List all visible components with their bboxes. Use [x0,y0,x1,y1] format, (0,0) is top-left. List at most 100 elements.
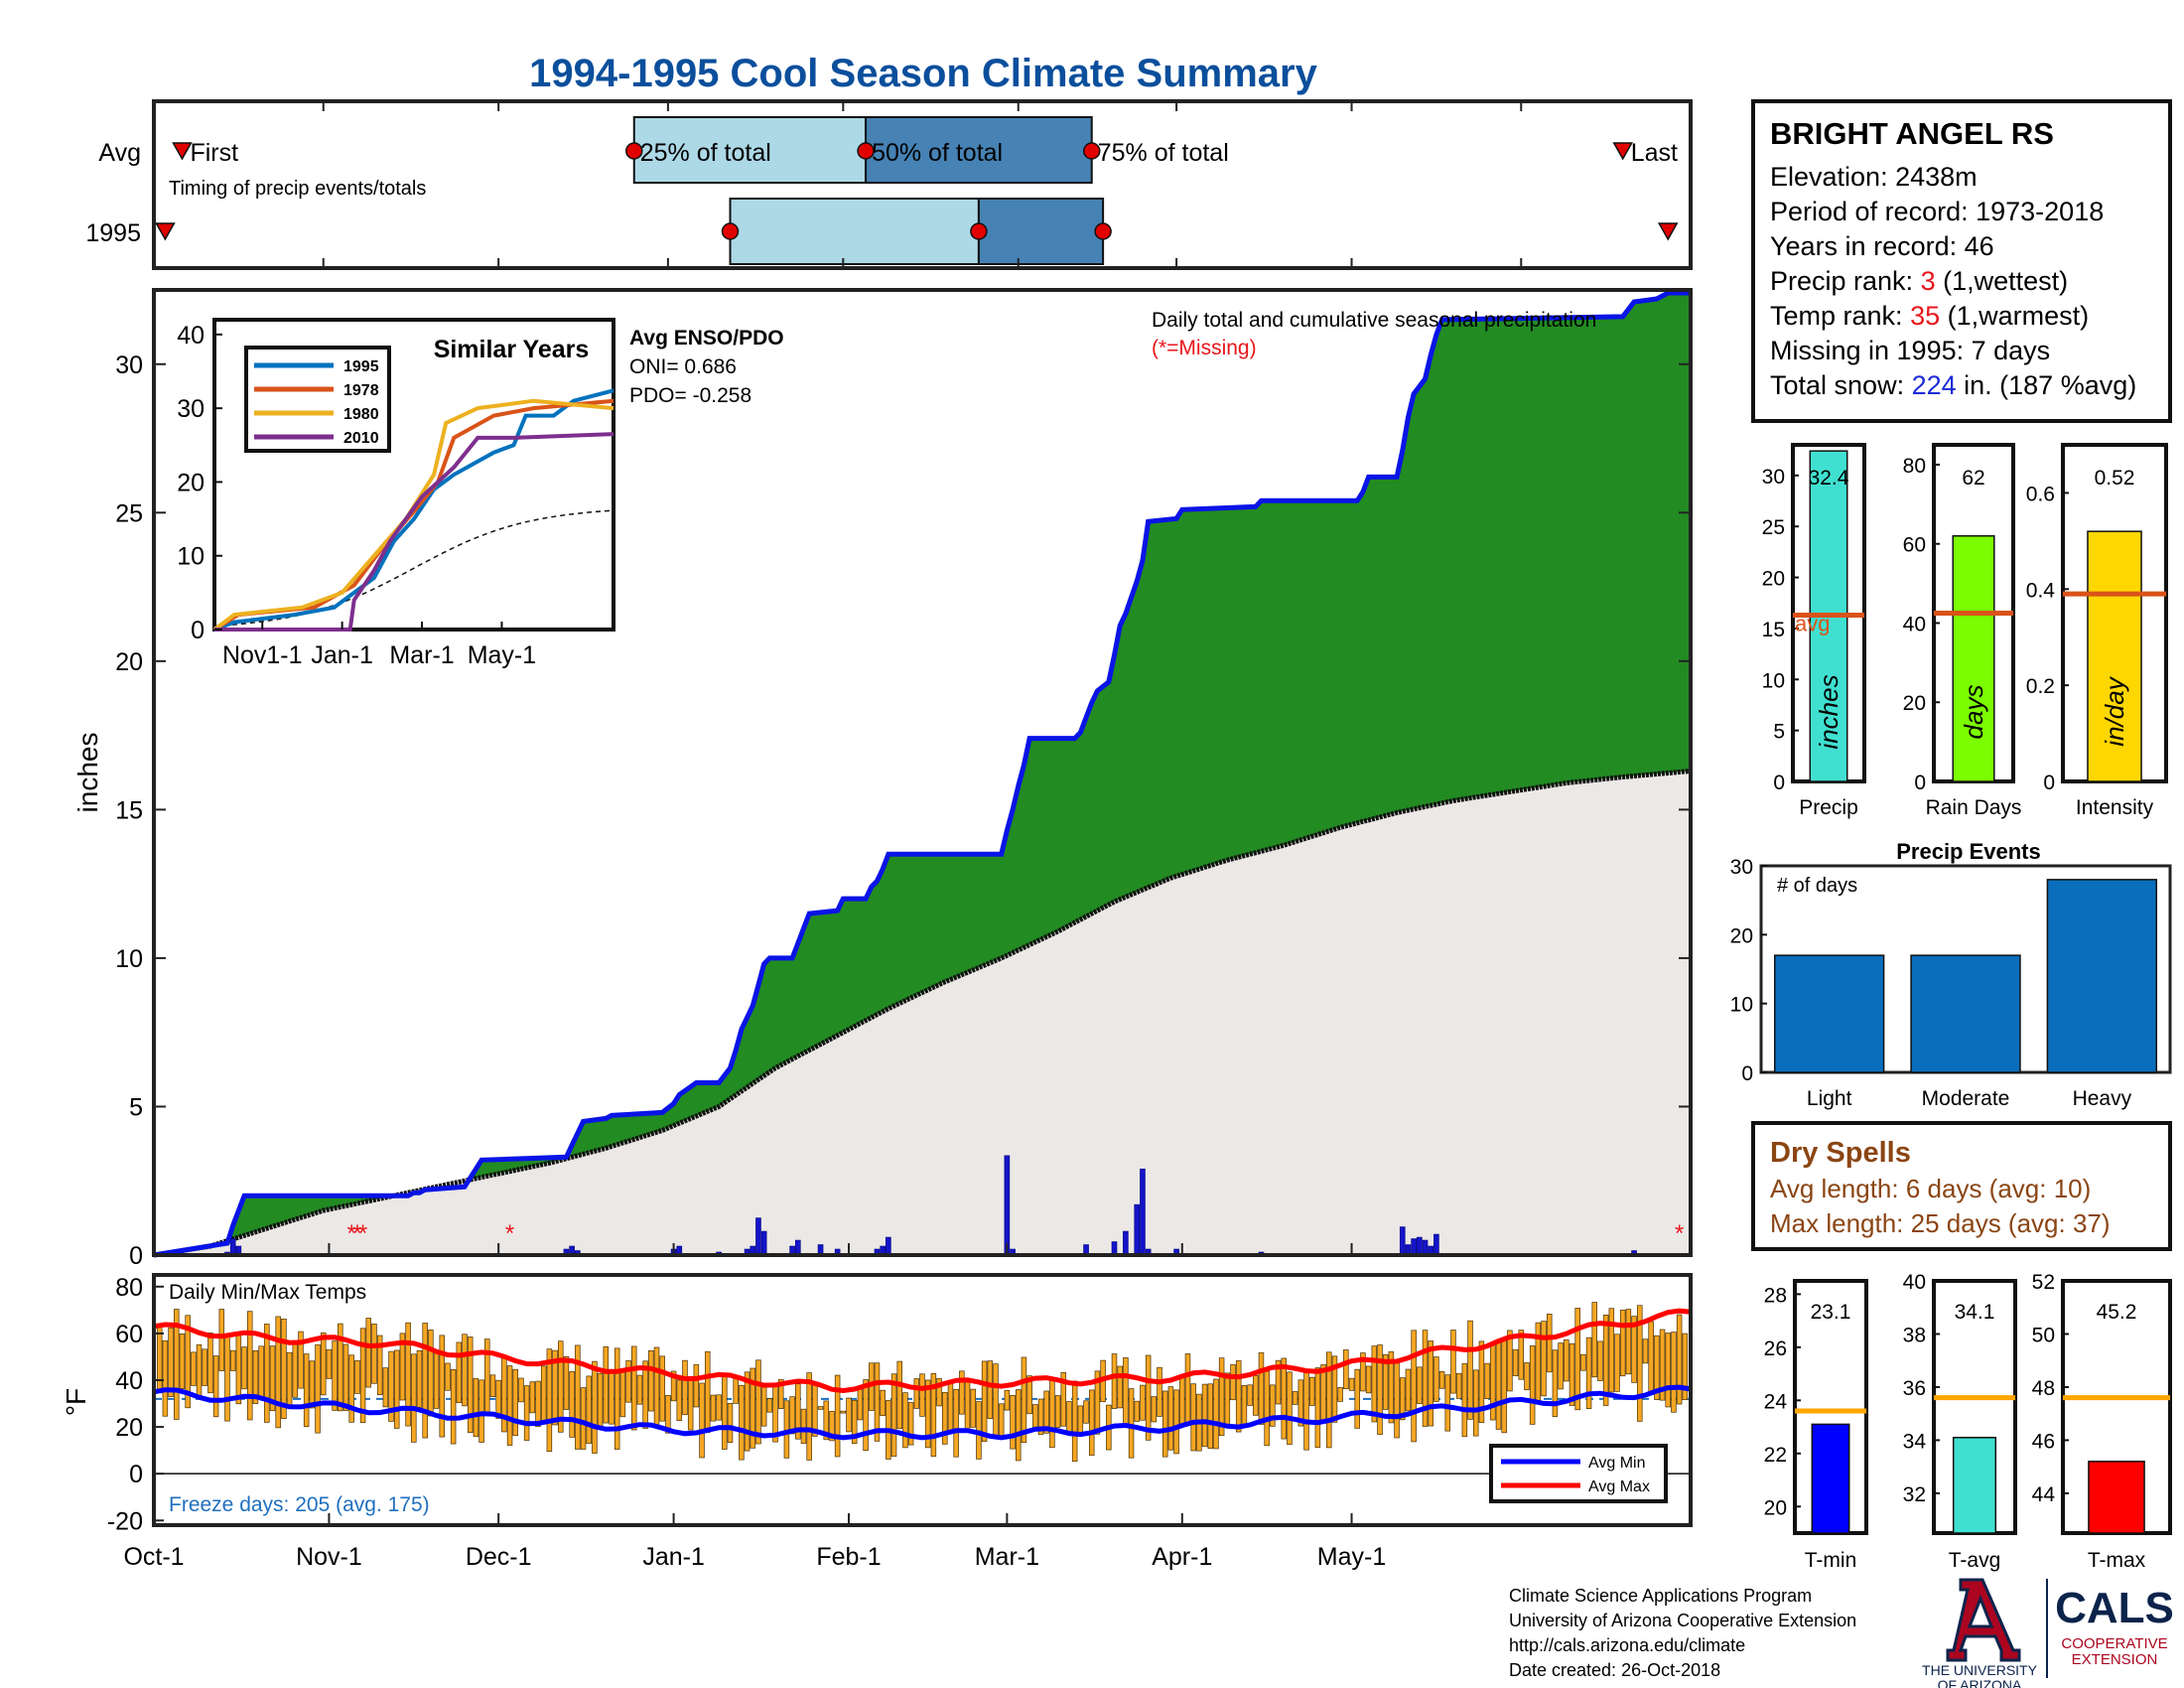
daily-temp-bar [953,1388,959,1458]
daily-temp-bar [653,1346,660,1427]
daily-temp-bar [1507,1330,1513,1392]
daily-temp-bar [1145,1354,1152,1441]
temperature-bar-charts: 20 22 24 26 28 23.1 T-min 32 34 36 38 40 34.1 T-avg 44… [1764,1271,2172,1572]
daily-temp-bar [936,1378,942,1407]
daily-temp-bar [473,1377,479,1438]
first-label: First [190,139,238,167]
daily-temp-bar [1015,1389,1022,1462]
daily-precip-bar [1111,1241,1118,1256]
daily-temp-bar [1270,1384,1276,1427]
temp-bar-ytick-label: 44 [2032,1483,2056,1506]
daily-temp-bar [348,1354,354,1423]
avg-first-marker [172,142,193,161]
station-missing: Missing in 1995: 7 days [1770,336,2050,365]
daily-temp-bar [1287,1371,1293,1446]
inset-xtick-label: May-1 [468,641,536,669]
temp-bar-value: 45.2 [2097,1301,2137,1324]
daily-temp-bar [586,1375,592,1444]
daily-temp-bar [1597,1340,1603,1381]
y1995-first-marker [155,222,176,241]
daily-temp-bar [1574,1308,1580,1411]
month-label: Nov-1 [296,1543,362,1571]
daily-temp-bar [970,1388,976,1428]
daily-temp-bar [467,1336,474,1433]
daily-temp-bar [354,1360,360,1394]
daily-temp-bar [693,1363,700,1408]
daily-temp-bar [670,1370,677,1402]
temp-bar-ytick-label: 36 [1903,1377,1926,1400]
daily-temp-bar [512,1368,518,1437]
daily-temp-bar [456,1341,463,1403]
daily-temp-bar [371,1324,377,1384]
missing-note: (*=Missing) [1152,337,1257,359]
daily-temp-bar [676,1379,683,1421]
daily-temp-bar [625,1360,631,1403]
enso-oni: ONI= 0.686 [629,355,737,378]
daily-temp-bar [603,1346,610,1424]
side-bar-unit: in/day [2100,675,2129,746]
temp-legend: Avg Min Avg Max [1489,1444,1668,1503]
daily-temp-bar [1054,1395,1061,1428]
daily-temp-bar [399,1333,406,1401]
daily-temp-bar [1077,1405,1084,1434]
footer-line4: Date created: 26-Oct-2018 [1509,1660,1720,1680]
side-bar-ytick-label: 0 [1773,772,1785,794]
main-ytick-label: 15 [115,796,143,824]
daily-temp-bar [558,1340,564,1433]
daily-temp-bar [981,1360,988,1442]
temp-bar-label: T-min [1805,1549,1857,1572]
temp-bar-ytick-label: 32 [1903,1483,1926,1506]
daily-temp-bar [439,1335,446,1438]
daily-temp-bar [1320,1364,1326,1423]
daily-temp-bar [1399,1377,1406,1421]
missing-day-marker: * [347,1220,356,1247]
daily-precip-bar [1422,1239,1429,1256]
daily-temp-bar [1382,1353,1389,1410]
daily-temp-bar [478,1379,484,1443]
main-ytick-label: 30 [115,352,143,379]
daily-temp-bar [393,1349,400,1429]
daily-temp-bar [247,1311,253,1421]
side-bar-label: Intensity [2076,796,2154,819]
daily-temp-bar [1026,1375,1032,1415]
daily-temp-bar [450,1369,457,1445]
month-label: Jan-1 [642,1543,705,1571]
daily-temp-bar [880,1389,886,1416]
y1995-p75-marker [1094,222,1112,240]
daily-precip-bar [1433,1233,1439,1256]
daily-temp-bar [489,1374,496,1397]
daily-temp-bar [812,1382,818,1437]
temp-bar-ytick-label: 24 [1764,1390,1788,1413]
ua-name-line2: OF ARIZONA [1938,1677,2022,1688]
daily-temp-bar [1642,1338,1649,1364]
daily-temp-bar [1337,1387,1343,1402]
avg-max-legend-label: Avg Max [1588,1478,1650,1495]
dry-spells-max: Max length: 25 days (avg: 37) [1770,1208,2111,1238]
daily-temp-bar [840,1410,847,1414]
daily-temp-bar [1230,1364,1236,1401]
last-label: Last [1631,139,1678,167]
daily-temp-bar [376,1335,383,1396]
daily-temp-bar [359,1328,366,1424]
daily-temp-bar [902,1392,908,1449]
side-bar-ytick-label: 20 [1762,568,1785,591]
events-bar-Heavy [2046,879,2158,1073]
cumulative-excess-area [154,293,1691,1255]
daily-temp-bar [1585,1336,1592,1409]
events-ytick-label: 0 [1741,1062,1753,1085]
daily-temp-bar [1071,1380,1078,1463]
daily-temp-bar [597,1372,604,1430]
daily-temp-bar [286,1351,293,1406]
daily-temp-bar [1184,1353,1191,1425]
daily-temp-bar [1619,1309,1626,1377]
month-label: May-1 [1317,1543,1386,1571]
similar-years-inset: 0 10 20 30 40 Nov1-1 Jan-1 Mar-1 May-1 Similar Y… [177,318,615,669]
y1995-p50-marker [970,222,988,240]
daily-temp-bar [365,1318,372,1388]
daily-temp-bar [1614,1334,1620,1392]
daily-temp-bar [428,1330,434,1417]
daily-temp-bar [648,1349,654,1412]
daily-temp-bar [1478,1340,1485,1423]
daily-temp-bar [1207,1383,1213,1449]
